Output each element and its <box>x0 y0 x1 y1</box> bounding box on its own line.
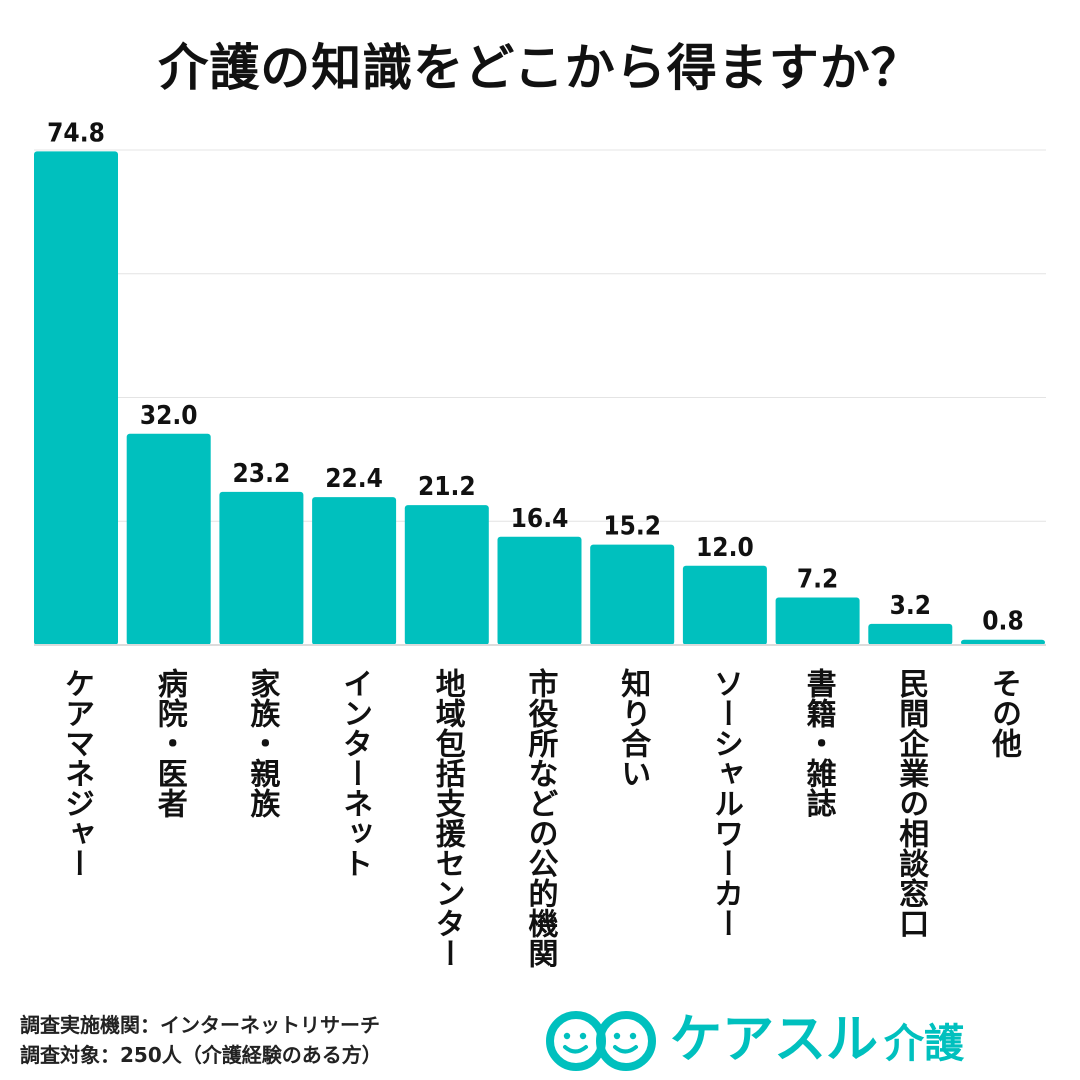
bar-chart: 74.8 32.0 23.2 22.4 21.2 16.4 15.2 12.0 7.2 3.2 0.… <box>34 118 1046 646</box>
footer-notes: 調査実施機関：インターネットリサーチ 調査対象：250人（介護経験のある方） <box>20 1010 382 1070</box>
bar-3 <box>219 491 304 645</box>
category-label-3: 家族・親族 <box>244 668 280 818</box>
value-label-6: 16.4 <box>511 504 569 534</box>
brand-name: ケアスル 介護 <box>670 1005 964 1075</box>
chart-title: 介護の知識をどこから得ますか？ <box>158 39 922 97</box>
bar-9 <box>775 597 860 645</box>
value-label-9: 7.2 <box>797 564 838 594</box>
bar-7 <box>590 544 675 645</box>
value-label-1: 74.8 <box>47 118 105 148</box>
bars <box>34 151 1045 645</box>
bar-5 <box>404 505 489 645</box>
category-label-10: 民間企業の相談窓口 <box>893 668 929 938</box>
value-label-3: 23.2 <box>233 459 291 489</box>
brand-name-sub: 介護 <box>884 1021 965 1067</box>
bar-2 <box>126 433 211 645</box>
value-label-8: 12.0 <box>696 533 754 563</box>
bar-11 <box>961 639 1045 645</box>
value-label-11: 0.8 <box>982 607 1023 637</box>
survey-target-note: 調査対象：250人（介護経験のある方） <box>20 1043 382 1067</box>
category-label-8: ソーシャルワーカー <box>707 668 743 938</box>
category-label-9: 書籍・雑誌 <box>800 668 836 818</box>
smiling-faces-logo-icon <box>546 1011 656 1071</box>
brand-logo: ケアスル 介護 <box>540 1005 1070 1075</box>
category-label-1: ケアマネジャー <box>59 668 94 878</box>
bar-6 <box>497 536 582 645</box>
bar-1 <box>34 151 118 645</box>
value-label-7: 15.2 <box>603 512 661 542</box>
bar-8 <box>682 565 767 645</box>
category-label-6: 市役所などの公的機関 <box>522 668 558 968</box>
category-label-11: その他 <box>986 668 1021 758</box>
value-label-2: 32.0 <box>140 401 198 431</box>
bar-4 <box>312 497 397 645</box>
category-label-7: 知り合い <box>615 668 651 788</box>
category-label-4: インターネット <box>337 668 373 878</box>
category-label-2: 病院・医者 <box>151 668 187 818</box>
brand-name-main: ケアスル <box>670 1010 879 1070</box>
category-label-5: 地域包括支援センター <box>429 668 465 968</box>
value-labels: 74.8 32.0 23.2 22.4 21.2 16.4 15.2 12.0 7.2 3.2 0.… <box>47 118 1024 636</box>
value-label-5: 21.2 <box>418 472 476 502</box>
value-label-4: 22.4 <box>325 464 383 494</box>
survey-organization-note: 調査実施機関：インターネットリサーチ <box>20 1013 380 1037</box>
value-label-10: 3.2 <box>890 591 931 621</box>
bar-10 <box>868 623 953 645</box>
